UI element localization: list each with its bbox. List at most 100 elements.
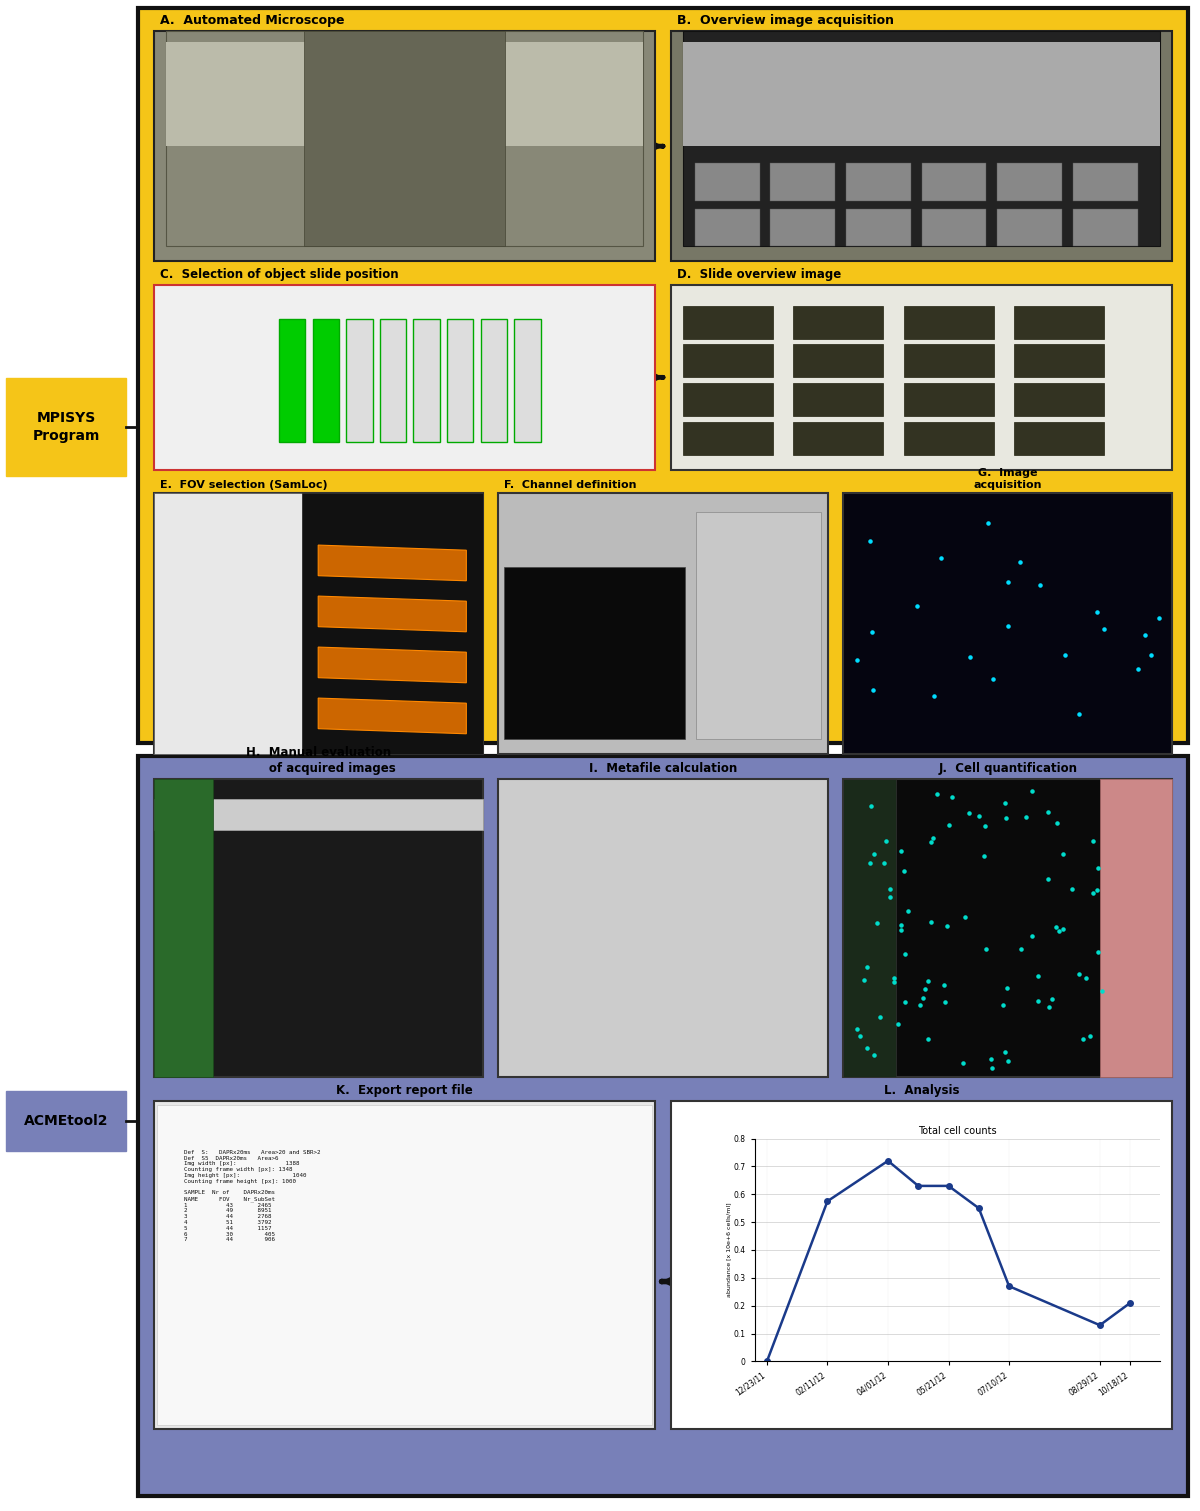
Point [974, 843, 994, 867]
Point [995, 790, 1014, 814]
Point [1030, 573, 1049, 597]
Text: K.  Export report file: K. Export report file [336, 1083, 473, 1097]
Bar [683, 32, 1160, 246]
Point [997, 976, 1016, 1000]
Point [884, 966, 904, 990]
Point [1069, 963, 1088, 987]
Point [907, 594, 926, 618]
Point [954, 1050, 973, 1074]
Bar [278, 319, 306, 441]
Point [1087, 878, 1106, 902]
Point [1012, 937, 1031, 961]
Point [960, 801, 979, 825]
Point [1128, 657, 1147, 681]
Text: G.  Image
acquisition: G. Image acquisition [973, 468, 1042, 490]
Point [892, 917, 911, 941]
Point [976, 814, 995, 839]
Point [1028, 990, 1048, 1014]
Point [857, 1037, 876, 1061]
Point [983, 666, 1002, 691]
Point [1062, 876, 1081, 901]
Point [1028, 964, 1048, 988]
Point [1135, 623, 1154, 647]
Point [1022, 923, 1042, 947]
Text: D.  Slide overview image: D. Slide overview image [677, 267, 841, 281]
Bar [793, 384, 883, 416]
Point [854, 967, 874, 991]
Point [935, 973, 954, 997]
Bar [154, 494, 482, 754]
Bar [770, 209, 835, 246]
Bar [154, 780, 212, 1077]
Point [922, 830, 941, 854]
Polygon shape [318, 545, 467, 580]
Point [998, 1049, 1018, 1073]
Bar [904, 305, 994, 338]
Bar [1014, 345, 1104, 378]
Bar [922, 209, 986, 246]
Bar [304, 32, 505, 246]
Bar [696, 512, 821, 739]
Point [1010, 550, 1030, 574]
Point [916, 978, 935, 1002]
Bar [671, 286, 1172, 470]
Bar [904, 384, 994, 416]
Point [892, 913, 911, 937]
Bar [844, 780, 1172, 1077]
Point [1084, 881, 1103, 905]
Point [995, 1040, 1014, 1064]
Point [1042, 987, 1061, 1011]
Point [1088, 855, 1108, 879]
Point [931, 545, 950, 570]
Point [1073, 1026, 1092, 1050]
Point [998, 613, 1018, 638]
Y-axis label: abundance [x 10e+6 cells/ml]: abundance [x 10e+6 cells/ml] [726, 1203, 731, 1298]
Point [847, 648, 866, 672]
Point [1092, 979, 1111, 1003]
Point [864, 842, 883, 866]
Bar [1014, 384, 1104, 416]
Point [1150, 606, 1169, 630]
Bar [154, 30, 655, 261]
Bar [770, 163, 835, 201]
Text: E.  FOV selection (SamLoc): E. FOV selection (SamLoc) [160, 479, 328, 490]
Point [862, 795, 881, 819]
Point [960, 645, 979, 669]
Point [1069, 701, 1088, 725]
Point [1016, 805, 1036, 830]
Bar [695, 163, 760, 201]
Point [870, 1005, 889, 1029]
Bar [1073, 163, 1138, 201]
Point [864, 1043, 883, 1067]
Bar [1073, 209, 1138, 246]
Point [1039, 801, 1058, 825]
Bar [846, 209, 911, 246]
Point [919, 969, 938, 993]
Polygon shape [318, 597, 467, 632]
Point [1046, 916, 1066, 940]
Text: J.  Cell quantification: J. Cell quantification [938, 762, 1078, 775]
Point [979, 511, 998, 535]
Bar [671, 1100, 1172, 1429]
Bar [683, 422, 773, 455]
Point [977, 937, 996, 961]
Point [1048, 811, 1067, 836]
Bar [997, 163, 1062, 201]
Point [996, 807, 1015, 831]
Point [1081, 1024, 1100, 1049]
Point [868, 911, 887, 935]
Bar [301, 494, 482, 754]
Point [895, 990, 914, 1014]
Text: MPISYS
Program: MPISYS Program [32, 411, 100, 443]
Point [899, 899, 918, 923]
Bar [793, 422, 883, 455]
Point [937, 914, 956, 938]
Bar [683, 345, 773, 378]
Bar [157, 1106, 652, 1425]
Point [895, 858, 914, 882]
Point [1076, 966, 1096, 990]
Point [1094, 616, 1114, 641]
Bar [413, 319, 440, 441]
Point [970, 804, 989, 828]
Bar [154, 780, 482, 1077]
